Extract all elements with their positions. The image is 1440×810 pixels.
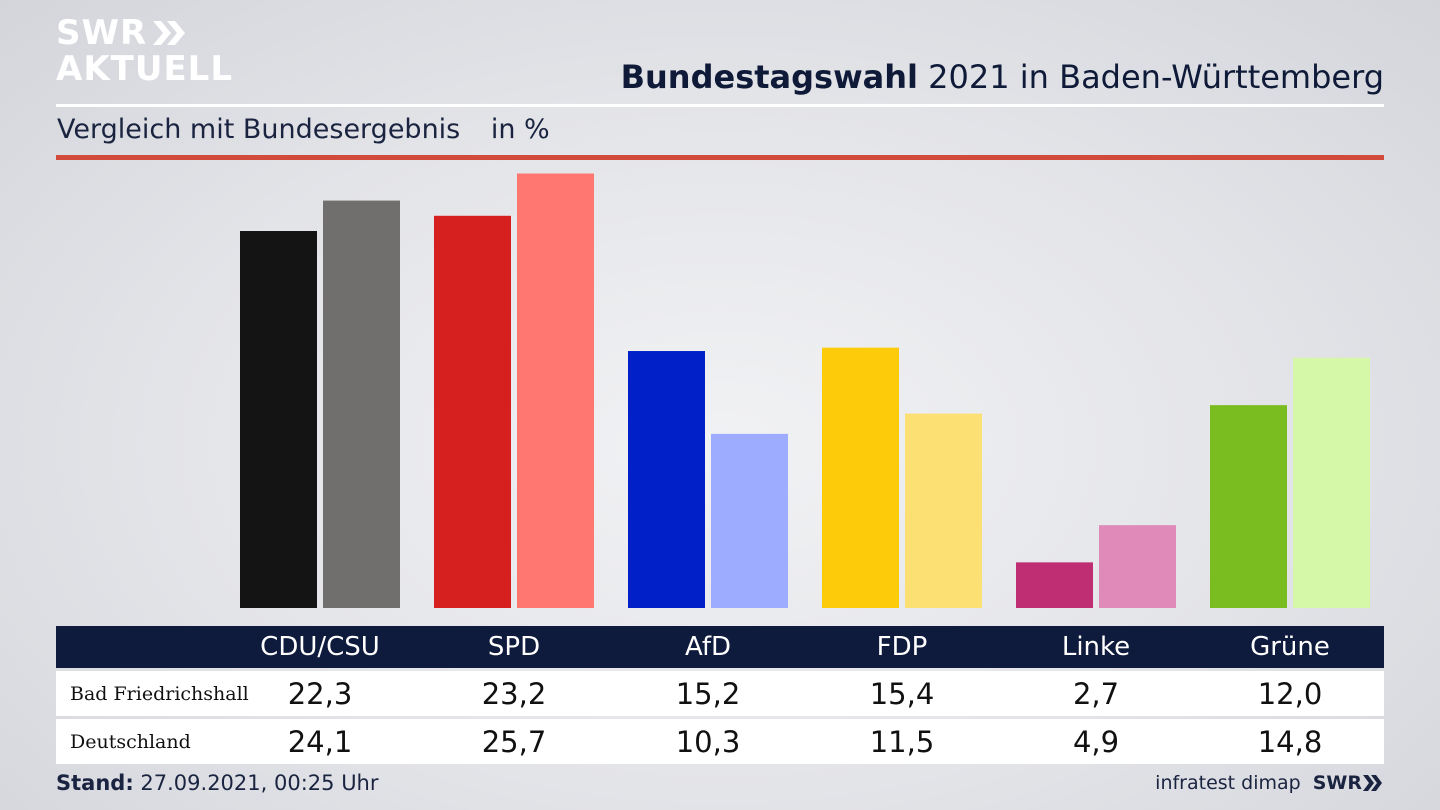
value-cell: 2,7: [1072, 676, 1120, 711]
bar-afd-national: [711, 433, 788, 608]
page-title: Bundestagswahl 2021 in Baden-Württemberg: [621, 58, 1384, 96]
source-text: infratest dimap: [1155, 772, 1301, 794]
row-label: Deutschland: [70, 730, 191, 753]
value-cell: 15,4: [869, 676, 935, 711]
bar-spd-local: [434, 215, 511, 608]
bar-fdp-local: [822, 347, 899, 608]
stand-value: 27.09.2021, 00:25 Uhr: [140, 771, 379, 795]
column-header-linke: Linke: [1061, 632, 1131, 662]
value-cell: 25,7: [481, 724, 547, 759]
bar-gr-ne-national: [1293, 357, 1370, 608]
column-header-spd: SPD: [487, 632, 541, 662]
title-divider: [56, 104, 1384, 107]
table-row-bad-friedrichshall: Bad Friedrichshall 22,3 23,2 15,2 15,4 2,7 12…: [56, 671, 1384, 716]
logo-line1: SWR: [56, 13, 148, 53]
swr-aktuell-logo: SWR AKTUELL: [56, 16, 233, 86]
value-cell: 24,1: [287, 724, 353, 759]
bar-spd-national: [517, 173, 594, 608]
value-cell: 4,9: [1072, 724, 1120, 759]
table-header-row: CDU/CSU SPD AfD FDP Linke Grüne: [56, 626, 1384, 668]
swr-footer-text: SWR: [1312, 772, 1362, 794]
value-cell: 11,5: [869, 724, 935, 759]
source-credit: infratest dimap SWR: [1155, 772, 1384, 794]
value-cell: 14,8: [1257, 724, 1323, 759]
double-chevron-icon: [153, 21, 186, 45]
double-chevron-icon: [1363, 775, 1382, 791]
results-table: CDU/CSU SPD AfD FDP Linke Grüne Bad Friedrich…: [56, 626, 1384, 764]
value-cell: 10,3: [675, 724, 741, 759]
column-header-afd: AfD: [684, 632, 732, 662]
bar-fdp-national: [905, 413, 982, 608]
title-bold: Bundestagswahl: [620, 58, 918, 96]
timestamp: Stand: 27.09.2021, 00:25 Uhr: [56, 771, 379, 795]
table-row-deutschland: Deutschland 24,1 25,7 10,3 11,5 4,9 14,8: [56, 719, 1384, 764]
stand-label: Stand:: [56, 771, 134, 795]
bar-linke-national: [1099, 525, 1176, 608]
value-cell: 23,2: [481, 676, 547, 711]
bar-cdu-csu-national: [323, 200, 400, 608]
value-cell: 12,0: [1257, 676, 1323, 711]
logo-line2: AKTUELL: [56, 49, 234, 89]
bar-chart: [240, 173, 1370, 608]
column-header-fdp: FDP: [876, 632, 928, 662]
bar-linke-local: [1016, 562, 1093, 608]
column-header-cdu-csu: CDU/CSU: [260, 632, 380, 662]
swr-footer-logo: SWR: [1313, 772, 1384, 794]
bar-afd-local: [628, 351, 705, 608]
subtitle-text: Vergleich mit Bundesergebnis: [57, 114, 461, 145]
chart-subtitle: Vergleich mit Bundesergebnis in %: [57, 114, 550, 145]
column-header-gr-ne: Grüne: [1250, 632, 1330, 662]
row-label: Bad Friedrichshall: [70, 682, 249, 705]
accent-divider: [56, 155, 1384, 160]
value-cell: 22,3: [287, 676, 353, 711]
value-cell: 15,2: [675, 676, 741, 711]
bar-gr-ne-local: [1210, 405, 1287, 608]
unit-label: in %: [490, 114, 550, 145]
bar-cdu-csu-local: [240, 231, 317, 608]
title-rest: 2021 in Baden-Württemberg: [928, 58, 1384, 96]
